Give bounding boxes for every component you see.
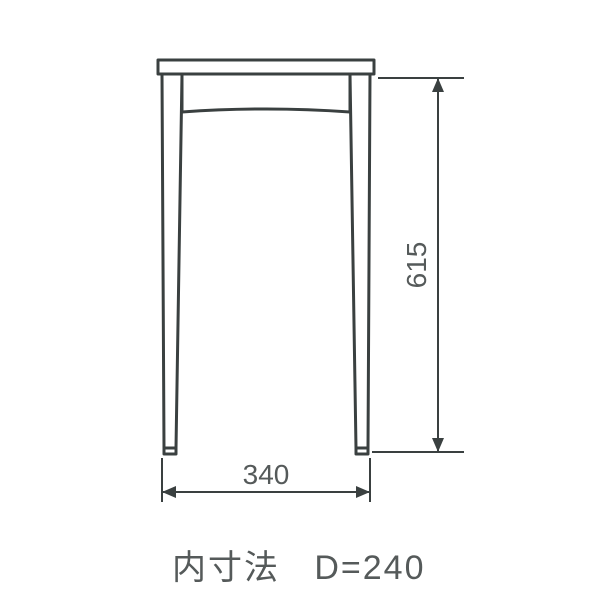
caption-text: 内寸法 D=240 — [172, 540, 426, 589]
svg-text:615: 615 — [401, 242, 432, 289]
caption-label: D=240 — [314, 549, 425, 587]
caption-prefix: 内寸法 — [172, 549, 280, 587]
drawing-canvas: 615 340 内寸法 D=240 — [0, 0, 600, 600]
technical-drawing-svg: 615 340 — [0, 0, 600, 600]
svg-text:340: 340 — [243, 459, 290, 490]
